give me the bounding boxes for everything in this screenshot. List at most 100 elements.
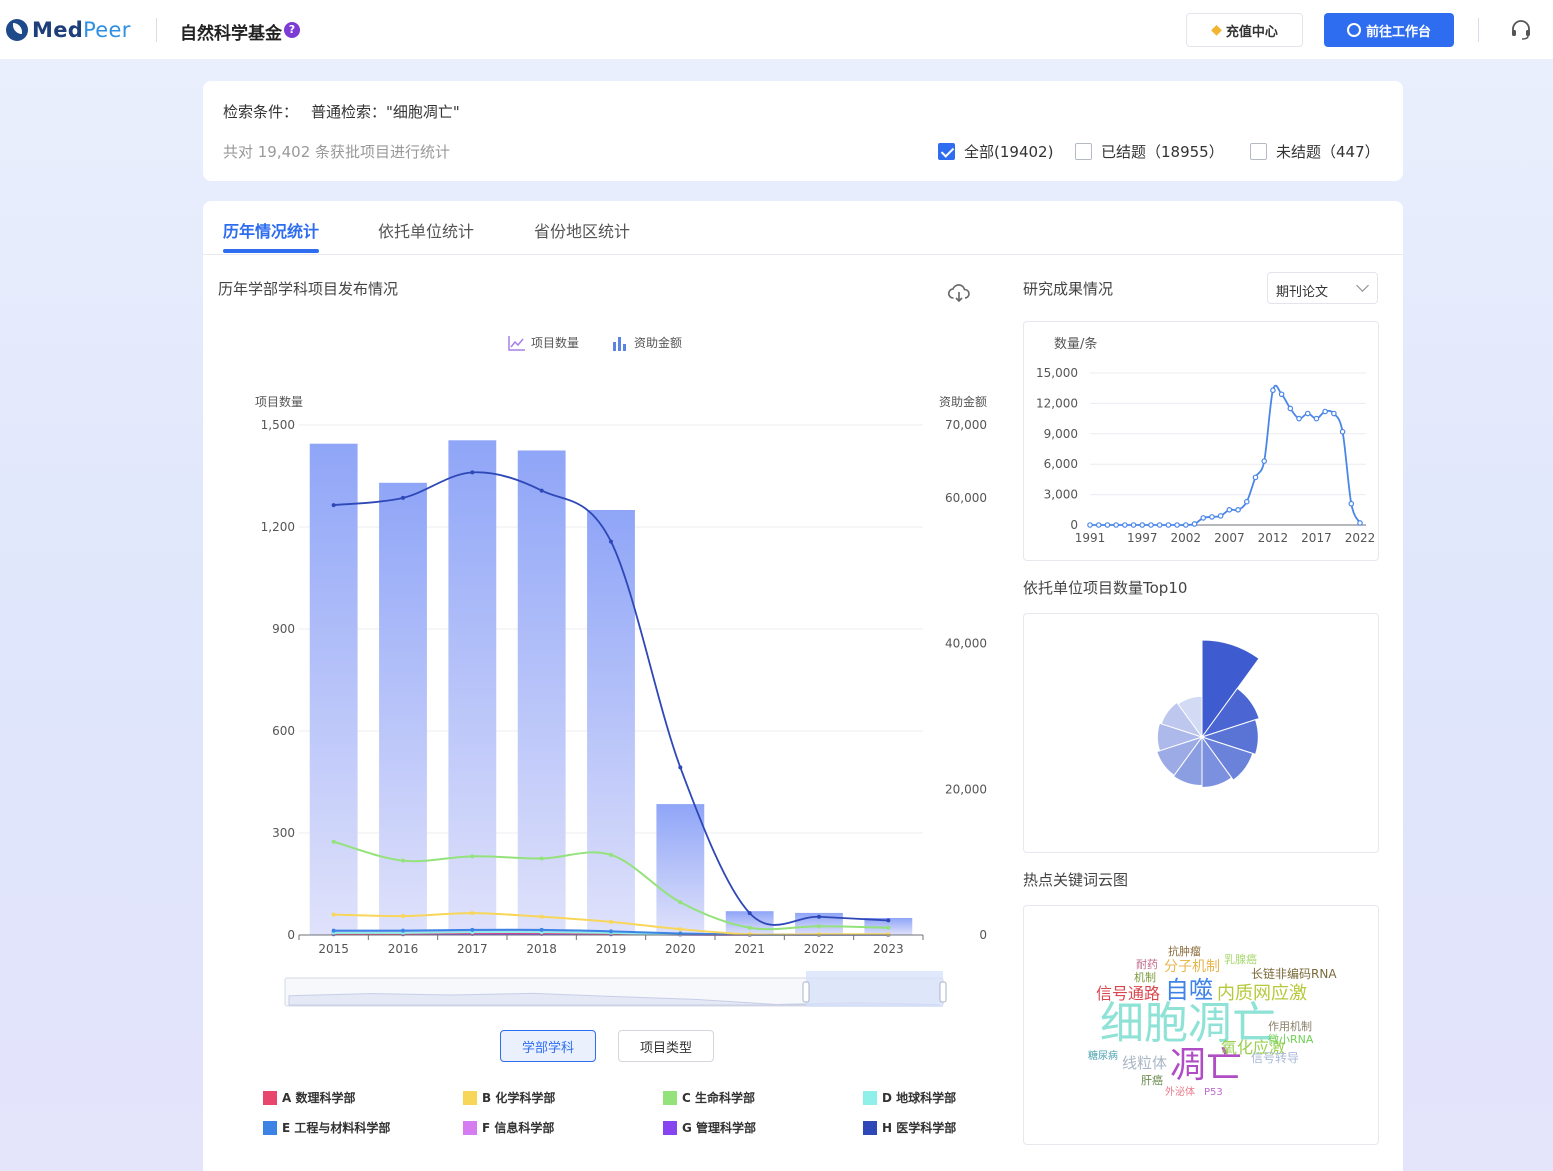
- wordcloud-keyword[interactable]: 抗肿瘤: [1168, 945, 1201, 958]
- checkbox-all[interactable]: [938, 143, 955, 160]
- zoom-handle-left[interactable]: [802, 981, 810, 1003]
- discipline-legend-item[interactable]: H 医学科学部: [863, 1119, 956, 1136]
- research-point[interactable]: [1165, 522, 1172, 528]
- discipline-legend-item[interactable]: D 地球科学部: [863, 1089, 956, 1106]
- checkbox-ongoing[interactable]: [1250, 143, 1267, 160]
- wordcloud-keyword[interactable]: 微小RNA: [1268, 1033, 1314, 1046]
- discipline-legend-item[interactable]: G 管理科学部: [663, 1119, 756, 1136]
- wordcloud-keyword[interactable]: 分子机制: [1164, 959, 1220, 975]
- filter-all[interactable]: 全部(19402): [938, 141, 1053, 162]
- filter-ongoing[interactable]: 未结题（447）: [1250, 141, 1380, 162]
- project-type-button[interactable]: 项目类型: [618, 1030, 714, 1062]
- checkbox-completed[interactable]: [1075, 143, 1092, 160]
- data-zoom-slider[interactable]: [284, 971, 947, 1007]
- rose-slice[interactable]: [1201, 639, 1260, 739]
- legend-item-funding[interactable]: 资助金额: [611, 334, 682, 351]
- research-point[interactable]: [1130, 522, 1137, 528]
- research-point[interactable]: [1261, 458, 1267, 464]
- rose-slice[interactable]: [1200, 736, 1254, 781]
- wordcloud-keyword[interactable]: 乳腺癌: [1224, 953, 1257, 966]
- research-point[interactable]: [1296, 415, 1302, 422]
- bar-2020[interactable]: [656, 804, 705, 935]
- research-point[interactable]: [1139, 522, 1146, 528]
- research-point[interactable]: [1252, 474, 1259, 481]
- research-point[interactable]: [1304, 410, 1311, 417]
- legend-item-count[interactable]: 项目数量: [508, 334, 579, 351]
- research-point[interactable]: [1095, 522, 1102, 528]
- bar-2016[interactable]: [379, 482, 427, 935]
- rose-slice[interactable]: [1160, 701, 1204, 738]
- download-icon[interactable]: [947, 281, 971, 305]
- rose-slice[interactable]: [1156, 736, 1204, 777]
- wordcloud-keyword[interactable]: 作用机制: [1268, 1020, 1312, 1033]
- recharge-button[interactable]: ◆ 充值中心: [1186, 13, 1303, 47]
- wordcloud-keyword[interactable]: 长链非编码RNA: [1251, 967, 1337, 981]
- rose-slice[interactable]: [1172, 735, 1203, 787]
- research-point[interactable]: [1235, 507, 1241, 513]
- filter-completed[interactable]: 已结题（18955）: [1075, 141, 1224, 162]
- discipline-button[interactable]: 学部学科: [500, 1030, 596, 1062]
- research-point[interactable]: [1357, 520, 1363, 526]
- rose-slice[interactable]: [1200, 718, 1259, 756]
- zoom-handle-right[interactable]: [939, 981, 947, 1003]
- wordcloud-keyword[interactable]: 内质网应激: [1217, 983, 1307, 1004]
- rose-slice[interactable]: [1200, 687, 1260, 738]
- research-point[interactable]: [1287, 405, 1294, 412]
- tab-province[interactable]: 省份地区统计: [534, 222, 631, 241]
- research-point[interactable]: [1113, 522, 1119, 528]
- wordcloud-keyword[interactable]: 信号通路: [1096, 984, 1161, 1003]
- research-point[interactable]: [1104, 522, 1111, 528]
- discipline-legend-item[interactable]: B 化学科学部: [463, 1089, 555, 1106]
- tab-yearly[interactable]: 历年情况统计: [223, 222, 320, 241]
- wordcloud-keyword[interactable]: 肝癌: [1141, 1074, 1163, 1087]
- research-point[interactable]: [1148, 522, 1154, 528]
- discipline-legend-item[interactable]: A 数理科学部: [263, 1089, 355, 1106]
- bar-2015[interactable]: [309, 443, 358, 935]
- discipline-legend-item[interactable]: E 工程与材料科学部: [263, 1119, 390, 1136]
- rose-slice[interactable]: [1201, 735, 1233, 788]
- wordcloud-keyword[interactable]: 信号转导: [1251, 1051, 1300, 1065]
- wordcloud-keyword[interactable]: 氧化应激: [1221, 1038, 1286, 1057]
- research-point[interactable]: [1156, 522, 1163, 528]
- wordcloud-keyword[interactable]: 凋亡: [1170, 1045, 1243, 1086]
- wordcloud-keyword[interactable]: 机制: [1134, 971, 1156, 984]
- wordcloud-keyword[interactable]: 线粒体: [1122, 1054, 1168, 1072]
- wordcloud-keyword[interactable]: 自噬: [1165, 976, 1213, 1004]
- research-point[interactable]: [1087, 522, 1093, 528]
- wordcloud-keyword[interactable]: 糖尿病: [1088, 1051, 1118, 1062]
- discipline-legend-item[interactable]: F 信息科学部: [463, 1119, 554, 1136]
- research-point[interactable]: [1209, 514, 1215, 520]
- bar-2019[interactable]: [587, 510, 635, 935]
- research-point[interactable]: [1270, 387, 1276, 394]
- rose-slice[interactable]: [1156, 722, 1204, 752]
- output-type-dropdown[interactable]: 期刊论文: [1267, 272, 1378, 304]
- bar-2018[interactable]: [517, 450, 566, 936]
- research-point[interactable]: [1339, 428, 1346, 435]
- headset-icon[interactable]: [1509, 18, 1533, 42]
- rose-slice[interactable]: [1177, 695, 1203, 739]
- discipline-legend-item[interactable]: C 生命科学部: [663, 1089, 755, 1106]
- research-point[interactable]: [1331, 410, 1337, 417]
- wordcloud-keyword[interactable]: 外泌体: [1165, 1087, 1195, 1098]
- research-point[interactable]: [1183, 522, 1189, 528]
- tab-institution[interactable]: 依托单位统计: [378, 222, 475, 241]
- research-point[interactable]: [1174, 522, 1180, 528]
- research-point[interactable]: [1191, 521, 1198, 527]
- research-point[interactable]: [1313, 415, 1320, 422]
- bar-2017[interactable]: [448, 440, 497, 935]
- research-point[interactable]: [1348, 500, 1355, 507]
- research-point[interactable]: [1122, 522, 1128, 528]
- workbench-button[interactable]: 前往工作台: [1324, 13, 1454, 47]
- medpeer-logo[interactable]: MedPeer: [6, 18, 131, 42]
- wordcloud-keyword[interactable]: P53: [1204, 1087, 1223, 1098]
- help-icon[interactable]: ?: [284, 22, 300, 38]
- zoom-window[interactable]: [806, 971, 943, 1007]
- wordcloud-keyword[interactable]: 细胞凋亡: [1100, 998, 1276, 1049]
- research-point[interactable]: [1200, 515, 1207, 521]
- wordcloud-keyword[interactable]: 耐药: [1136, 958, 1158, 971]
- research-point[interactable]: [1226, 507, 1233, 513]
- research-point[interactable]: [1243, 498, 1250, 505]
- research-point[interactable]: [1322, 408, 1328, 415]
- research-point[interactable]: [1278, 391, 1285, 398]
- research-point[interactable]: [1217, 513, 1224, 519]
